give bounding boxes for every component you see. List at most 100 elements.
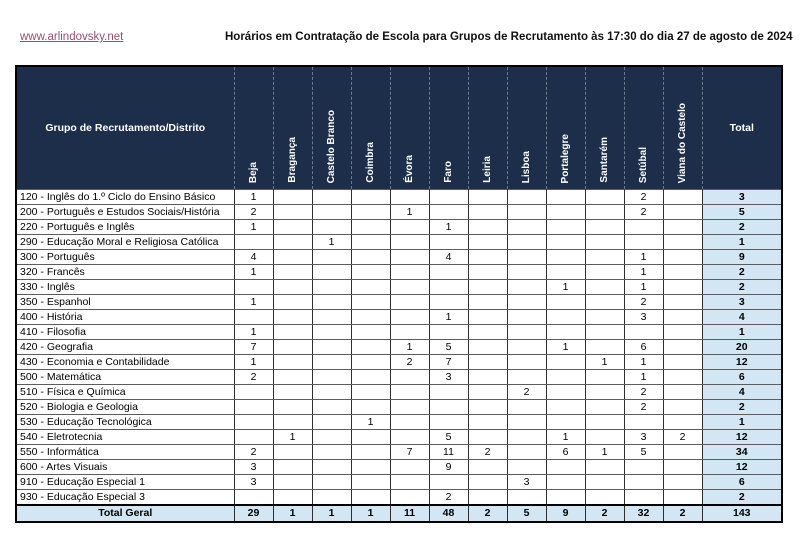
district-cell (428, 204, 469, 220)
district-cell (623, 219, 664, 235)
district-cell (662, 324, 703, 340)
district-cell: 2 (623, 399, 664, 415)
district-header: Setúbal (623, 66, 663, 190)
district-cell (662, 444, 703, 460)
district-cell (467, 399, 508, 415)
district-header: Faro (428, 66, 468, 190)
district-cell (584, 384, 625, 400)
district-cell: 4 (428, 249, 469, 265)
table-row: 510 - Física e Química 2 2 4 (15, 384, 783, 400)
header-row: Grupo de Recrutamento/Distrito Beja Braga… (16, 66, 782, 190)
district-cell (506, 279, 547, 295)
district-cell: 1 (272, 429, 313, 445)
district-cell: 1 (545, 429, 586, 445)
table-row: 430 - Economia e Contabilidade 1 2 7 1 1 12 (15, 354, 783, 370)
row-label: 550 - Informática (15, 444, 235, 460)
district-cell (311, 444, 352, 460)
district-header: Beja (233, 66, 273, 190)
district-cell (662, 219, 703, 235)
district-cell (545, 414, 586, 430)
district-cell (545, 369, 586, 385)
district-header: Viana do Castelo (662, 66, 702, 190)
district-header-label: Leiria (481, 156, 493, 183)
district-cell (389, 324, 430, 340)
district-cell (350, 324, 391, 340)
district-cell (233, 384, 274, 400)
district-cell (272, 204, 313, 220)
district-cell (272, 369, 313, 385)
district-cell (467, 234, 508, 250)
district-cell (272, 189, 313, 205)
district-cell (272, 324, 313, 340)
district-cell (350, 294, 391, 310)
district-cell: 1 (233, 354, 274, 370)
district-cell (467, 279, 508, 295)
district-cell (311, 279, 352, 295)
district-cell (623, 489, 664, 506)
district-cell (272, 264, 313, 280)
district-cell (311, 219, 352, 235)
district-cell: 2 (623, 384, 664, 400)
district-cell (662, 459, 703, 475)
district-cell: 2 (233, 369, 274, 385)
district-cell: 11 (428, 444, 469, 460)
district-cell (389, 249, 430, 265)
district-cell: 5 (506, 504, 547, 523)
district-cell (233, 279, 274, 295)
row-total: 2 (701, 279, 783, 295)
district-cell (389, 264, 430, 280)
district-cell (467, 384, 508, 400)
district-cell (428, 384, 469, 400)
district-cell: 7 (389, 444, 430, 460)
row-total: 6 (701, 474, 783, 490)
district-cell: 1 (623, 354, 664, 370)
row-label: 510 - Física e Química (15, 384, 235, 400)
row-label: 500 - Matemática (15, 369, 235, 385)
district-cell (311, 414, 352, 430)
district-cell (389, 399, 430, 415)
district-cell (467, 324, 508, 340)
district-cell (506, 444, 547, 460)
district-cell: 2 (584, 504, 625, 523)
district-cell (545, 309, 586, 325)
district-cell (467, 369, 508, 385)
district-cell (467, 459, 508, 475)
district-cell (272, 294, 313, 310)
district-cell (584, 324, 625, 340)
district-cell (467, 264, 508, 280)
district-cell (350, 354, 391, 370)
district-cell (350, 429, 391, 445)
district-cell (467, 189, 508, 205)
district-cell (662, 399, 703, 415)
district-cell (350, 309, 391, 325)
district-cell (584, 369, 625, 385)
district-cell (428, 399, 469, 415)
district-cell: 1 (233, 324, 274, 340)
district-cell: 2 (467, 444, 508, 460)
district-cell (584, 219, 625, 235)
table-row: 520 - Biologia e Geologia 2 2 (15, 399, 783, 415)
district-cell (506, 264, 547, 280)
district-cell (311, 309, 352, 325)
district-cell: 4 (233, 249, 274, 265)
district-cell (506, 369, 547, 385)
row-total: 4 (701, 309, 783, 325)
district-cell (428, 189, 469, 205)
district-cell (467, 204, 508, 220)
district-cell: 3 (623, 309, 664, 325)
district-cell (506, 189, 547, 205)
district-cell (662, 249, 703, 265)
district-cell (350, 189, 391, 205)
row-label: 420 - Geografia (15, 339, 235, 355)
district-cell: 7 (233, 339, 274, 355)
district-cell (506, 339, 547, 355)
district-cell (662, 204, 703, 220)
district-cell (350, 249, 391, 265)
district-cell (584, 489, 625, 506)
row-total: 2 (701, 489, 783, 506)
district-header-label: Beja (247, 161, 259, 183)
district-cell (233, 414, 274, 430)
district-cell: 1 (350, 414, 391, 430)
site-link[interactable]: www.arlindovsky.net (20, 31, 124, 43)
